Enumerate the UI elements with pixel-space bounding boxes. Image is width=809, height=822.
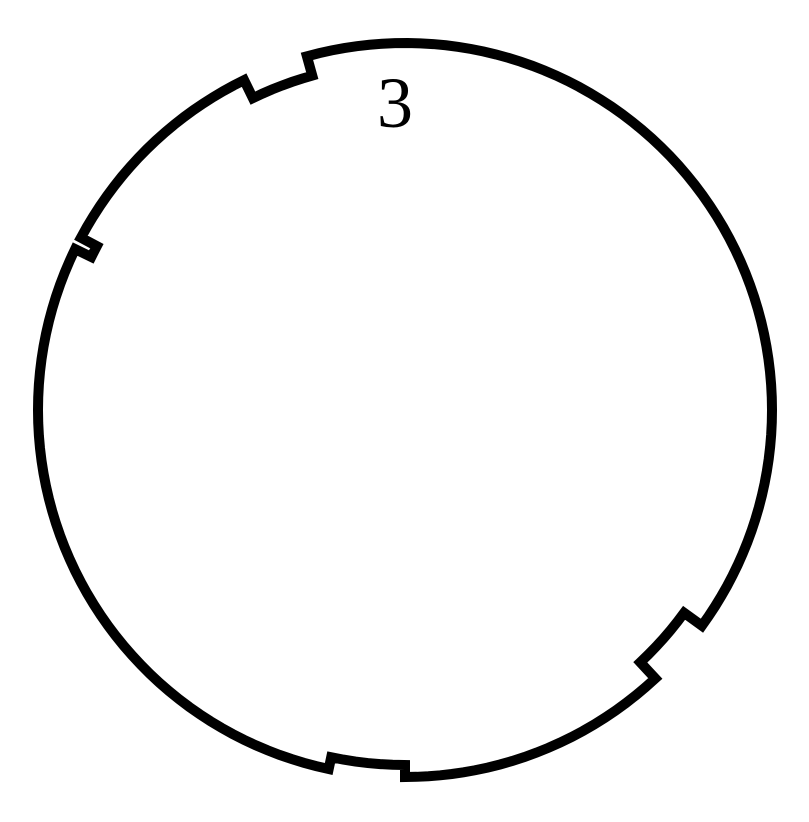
label-3: 3 [377, 62, 413, 145]
diagram-container: 3 [0, 0, 809, 817]
notched-circle-path [38, 43, 772, 777]
